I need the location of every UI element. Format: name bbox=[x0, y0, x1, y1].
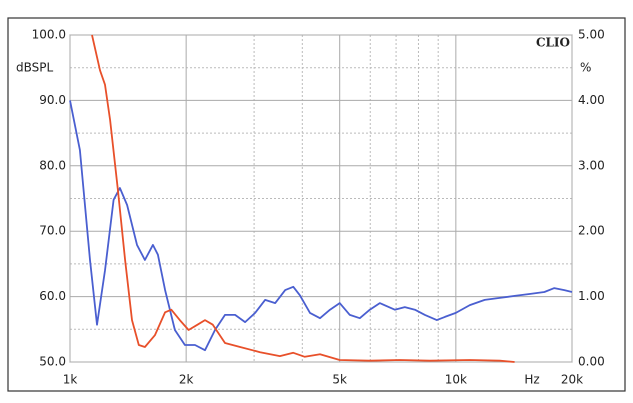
y2-axis-label: % bbox=[580, 61, 591, 75]
y-tick-label: 80.0 bbox=[39, 158, 66, 172]
x-tick-label: 20k bbox=[561, 373, 583, 387]
y-axis-label: dBSPL bbox=[16, 61, 53, 75]
y2-tick-label: 5.00 bbox=[578, 28, 605, 42]
x-axis-label: Hz bbox=[524, 373, 539, 387]
y2-tick-label: 0.00 bbox=[578, 355, 605, 369]
y-tick-label: 70.0 bbox=[39, 224, 66, 238]
y-tick-label: 60.0 bbox=[39, 289, 66, 303]
x-tick-label: 5k bbox=[332, 373, 347, 387]
y-tick-label: 90.0 bbox=[39, 93, 66, 107]
y-tick-label: 50.0 bbox=[39, 355, 66, 369]
plot-area bbox=[69, 34, 573, 363]
x-tick-label: 10k bbox=[445, 373, 467, 387]
series-line bbox=[91, 34, 515, 363]
brand: CLIO bbox=[536, 36, 570, 50]
y2-tick-label: 3.00 bbox=[578, 158, 605, 172]
y2-tick-label: 2.00 bbox=[578, 224, 605, 238]
y2-tick-label: 1.00 bbox=[578, 289, 605, 303]
x-tick-label: 1k bbox=[63, 373, 78, 387]
x-tick-label: 2k bbox=[179, 373, 194, 387]
y-tick-label: 100.0 bbox=[32, 28, 66, 42]
series-line bbox=[69, 100, 573, 352]
y2-tick-label: 4.00 bbox=[578, 93, 605, 107]
